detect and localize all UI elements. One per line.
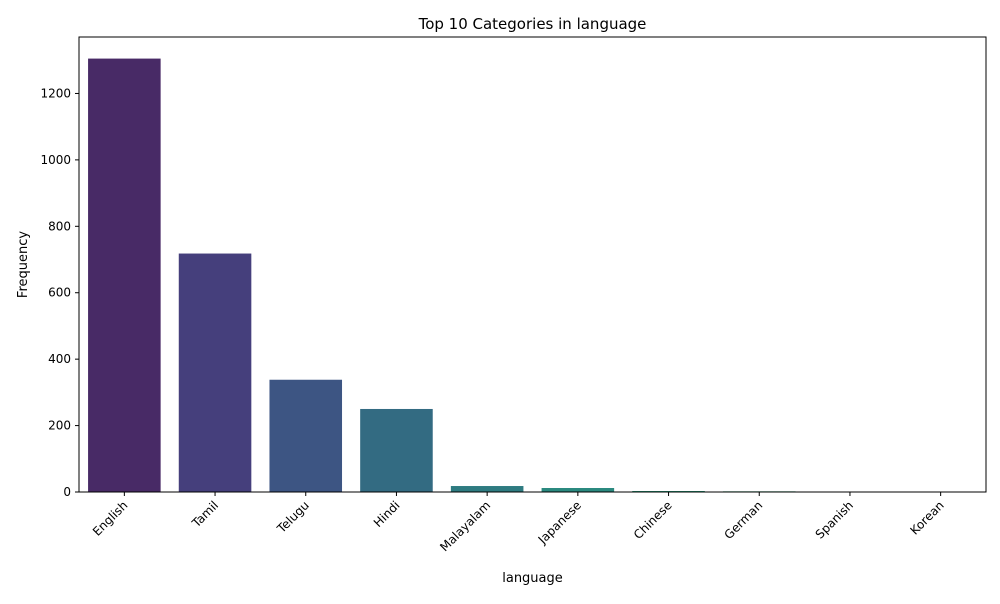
y-tick-label: 400 <box>48 352 71 366</box>
y-tick-label: 200 <box>48 419 71 433</box>
y-axis-label: Frequency <box>16 231 31 298</box>
bar-telugu <box>269 380 342 492</box>
bar-hindi <box>360 409 433 492</box>
x-axis-label: language <box>502 571 563 586</box>
y-tick-label: 800 <box>48 219 71 233</box>
y-tick-label: 1200 <box>40 86 71 100</box>
y-tick-label: 1000 <box>40 153 71 167</box>
y-tick-label: 600 <box>48 286 71 300</box>
bar-malayalam <box>451 486 524 492</box>
bar-english <box>88 59 161 492</box>
bar-tamil <box>179 254 252 492</box>
y-tick-label: 0 <box>63 485 71 499</box>
chart-title: Top 10 Categories in language <box>418 15 647 33</box>
bar-japanese <box>542 488 615 492</box>
